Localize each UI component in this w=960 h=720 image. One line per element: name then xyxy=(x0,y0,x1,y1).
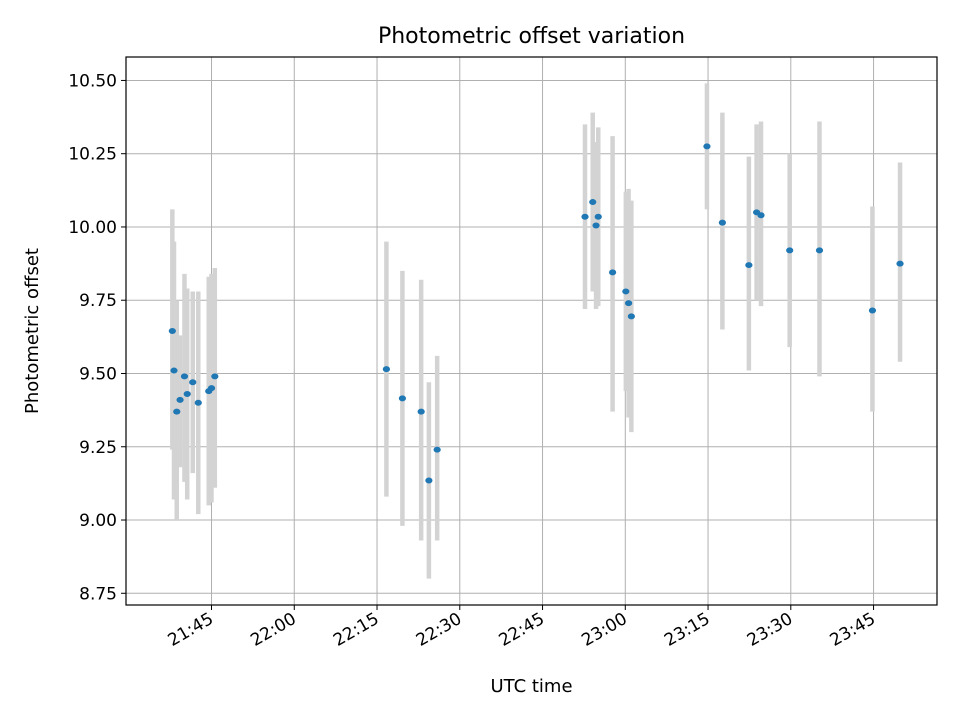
y-tick-label: 9.75 xyxy=(79,291,117,311)
data-point xyxy=(745,262,753,269)
data-point xyxy=(592,222,600,229)
y-tick-label: 9.50 xyxy=(79,364,117,384)
data-point xyxy=(398,395,407,402)
data-point xyxy=(703,143,711,150)
data-point xyxy=(189,379,197,386)
data-point xyxy=(168,328,176,334)
chart-title: Photometric offset variation xyxy=(378,24,685,49)
y-tick-label: 10.00 xyxy=(68,218,117,238)
y-axis-ticks: 8.75 9.00 9.25 9.50 9.75 10.00 10.25 10.50 xyxy=(68,71,126,604)
data-point xyxy=(594,213,602,220)
data-point xyxy=(425,477,433,484)
data-point xyxy=(170,367,178,374)
data-point xyxy=(622,288,630,295)
data-point xyxy=(786,247,794,254)
data-point xyxy=(589,199,597,206)
data-point xyxy=(176,396,184,403)
y-tick-label: 9.25 xyxy=(79,438,117,458)
data-point xyxy=(868,307,877,314)
data-point xyxy=(180,373,189,380)
y-tick-label: 8.75 xyxy=(79,584,117,604)
data-point xyxy=(624,300,633,307)
data-point xyxy=(211,373,219,380)
data-point xyxy=(207,385,216,392)
data-point xyxy=(896,260,904,267)
data-point xyxy=(173,408,181,415)
data-point xyxy=(609,269,617,276)
data-point xyxy=(581,213,589,220)
data-point xyxy=(194,399,202,406)
y-tick-label: 10.50 xyxy=(68,71,117,91)
plot-frame xyxy=(125,56,938,606)
data-point xyxy=(718,219,726,226)
data-point xyxy=(433,446,441,453)
y-axis-label: Photometric offset xyxy=(22,248,43,414)
data-point xyxy=(183,391,191,398)
data-point xyxy=(417,408,425,415)
data-point xyxy=(382,366,391,373)
y-tick-label: 10.25 xyxy=(68,145,117,165)
data-point xyxy=(627,313,635,320)
x-axis-label: UTC time xyxy=(490,676,572,697)
data-point xyxy=(815,247,824,254)
data-point xyxy=(757,212,765,219)
y-tick-label: 9.00 xyxy=(79,511,117,531)
data-markers xyxy=(168,143,904,484)
